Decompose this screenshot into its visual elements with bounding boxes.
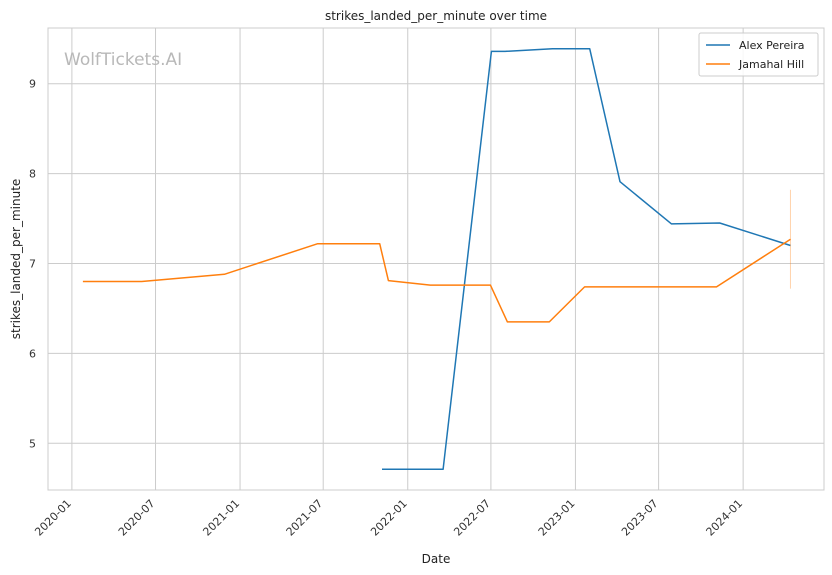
- chart-title: strikes_landed_per_minute over time: [325, 9, 547, 23]
- grid-lines: [48, 28, 824, 490]
- y-axis-title: strikes_landed_per_minute: [9, 179, 23, 340]
- x-tick-label: 2021-01: [200, 497, 242, 539]
- x-tick-label: 2023-07: [619, 497, 661, 539]
- x-tick-label: 2020-01: [32, 497, 74, 539]
- x-tick-label: 2022-07: [451, 497, 493, 539]
- x-tick-label: 2020-07: [116, 497, 158, 539]
- watermark: WolfTickets.AI: [64, 50, 182, 70]
- y-tick-label: 7: [29, 257, 36, 270]
- y-tick-label: 8: [29, 168, 36, 181]
- plot-area-frame: [47, 27, 825, 491]
- x-tick-label: 2021-07: [284, 497, 326, 539]
- x-tick-label: 2024-01: [704, 497, 746, 539]
- legend-label-alex-pereira: Alex Pereira: [739, 39, 805, 52]
- series-line-alex-pereira: [382, 47, 791, 471]
- y-tick-label: 9: [29, 78, 36, 91]
- x-axis-title: Date: [422, 552, 451, 566]
- series-layer: [82, 47, 791, 471]
- legend-box: [698, 32, 819, 77]
- series-line-jamahal-hill: [82, 238, 791, 323]
- legend: Alex Pereira Jamahal Hill: [698, 32, 819, 77]
- x-tick-label: 2023-01: [536, 497, 578, 539]
- legend-label-jamahal-hill: Jamahal Hill: [738, 58, 804, 71]
- y-tick-label: 5: [29, 437, 36, 450]
- x-tick-label: 2022-01: [368, 497, 410, 539]
- y-tick-label: 6: [29, 347, 36, 360]
